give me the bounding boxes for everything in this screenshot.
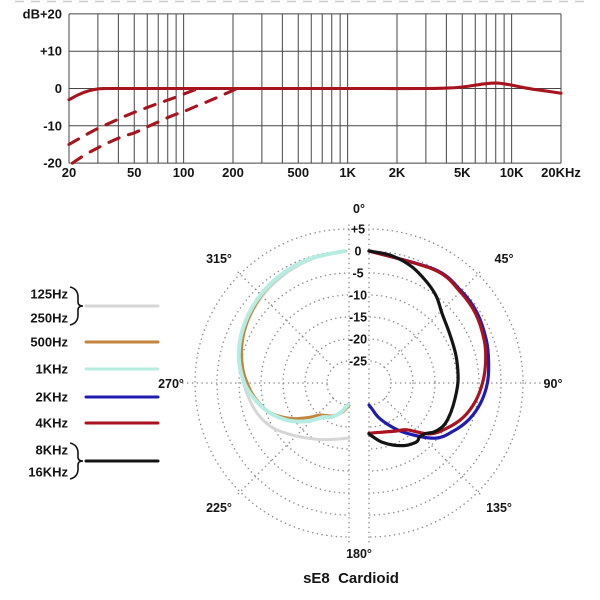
legend-label: 8KHz	[35, 443, 68, 458]
fr-curve-low-cut-100hz	[67, 86, 201, 146]
polar-spoke-315	[235, 269, 335, 369]
fr-ytick-label: +10	[40, 44, 62, 59]
polar-ring	[368, 338, 414, 428]
legend-brace	[69, 286, 84, 326]
legend-label: 4KHz	[35, 416, 68, 431]
fr-xtick-label: 500	[287, 165, 309, 180]
polar-angle-label: 315°	[206, 252, 232, 266]
polar-legend: 125Hz 250Hz 500Hz 1KHz 2KHz 4KHz 8KHz 16KHz	[28, 286, 160, 480]
polar-curve-4khz	[367, 249, 488, 436]
fr-xtick-label: 2K	[389, 165, 406, 180]
polar-spoke-45	[383, 269, 483, 369]
legend-label: 16KHz	[28, 465, 68, 480]
chart-caption: sE8 Cardioid	[303, 570, 399, 587]
polar-rtick-label: 0	[355, 245, 362, 259]
fr-xtick-label: 10K	[500, 165, 524, 180]
fr-curve-low-cut-200hz	[70, 86, 239, 165]
polar-pattern-chart: +5 0 -5 -10 -15 -20 -25 0° 45° 90° 135° 180° 225° 270…	[28, 202, 563, 561]
polar-angle-label: 225°	[206, 501, 232, 515]
fr-ytick-label: +20	[40, 6, 62, 21]
legend-label: 1KHz	[35, 362, 68, 377]
fr-ytick-label: -10	[43, 118, 62, 133]
fr-xtick-label: 20KHz	[541, 165, 581, 180]
fr-xtick-label: 1K	[339, 165, 356, 180]
polar-rtick-label: -15	[349, 311, 367, 325]
fr-xtick-label: 5K	[454, 165, 471, 180]
polar-ring	[216, 250, 350, 516]
fr-ytick-label: -20	[43, 156, 62, 171]
legend-item-2khz: 2KHz	[35, 390, 160, 405]
polar-angle-label: 0°	[353, 202, 365, 216]
polar-rtick-label: -5	[352, 267, 363, 281]
legend-brace	[69, 442, 84, 480]
fr-xtick-label: 20	[62, 165, 76, 180]
legend-label: 500Hz	[30, 335, 68, 350]
legend-item-8-16khz: 8KHz 16KHz	[28, 442, 160, 480]
legend-label: 250Hz	[30, 311, 68, 326]
legend-item-500hz: 500Hz	[30, 335, 160, 350]
polar-curve-1khz	[236, 249, 350, 424]
legend-item-4khz: 4KHz	[35, 416, 160, 431]
polar-angle-label: 45°	[495, 252, 514, 266]
fr-y-unit-label: dB	[23, 6, 40, 21]
fr-xtick-label: 200	[222, 165, 244, 180]
fr-ytick-label: 0	[55, 81, 62, 96]
legend-item-1khz: 1KHz	[35, 362, 160, 377]
polar-curve-125-250hz	[238, 249, 351, 442]
polar-rtick-label: -10	[349, 289, 367, 303]
polar-ring	[194, 228, 350, 538]
legend-item-125-250hz: 125Hz 250Hz	[30, 286, 160, 326]
frequency-response-chart: +20 +10 0 -10 -20 dB 20 50 100 200 500 1K 2K 5K 10K 20K…	[15, 0, 585, 180]
legend-label: 125Hz	[30, 287, 68, 302]
polar-curve-500hz	[240, 249, 351, 421]
fr-xtick-label: 50	[127, 165, 141, 180]
polar-angle-label: 135°	[486, 501, 512, 515]
polar-rtick-label: +5	[351, 223, 365, 237]
polar-curve-8-16khz	[367, 249, 460, 448]
polar-spoke-135	[383, 397, 483, 497]
polar-ring	[368, 228, 524, 538]
polar-ring	[304, 338, 350, 428]
fr-curve-on-axis	[67, 81, 563, 102]
polar-angle-label: 180°	[346, 547, 372, 561]
polar-angle-label: 270°	[158, 377, 184, 391]
fr-xtick-label: 100	[173, 165, 195, 180]
polar-rtick-label: -20	[349, 333, 367, 347]
legend-label: 2KHz	[35, 390, 68, 405]
polar-spoke-225	[235, 397, 335, 497]
polar-angle-label: 90°	[544, 377, 563, 391]
polar-rtick-label: -25	[349, 355, 367, 369]
